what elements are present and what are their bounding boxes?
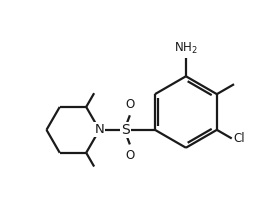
Text: S: S <box>122 123 130 137</box>
Text: O: O <box>125 149 135 162</box>
Text: NH$_2$: NH$_2$ <box>174 41 198 56</box>
Text: N: N <box>94 123 104 136</box>
Text: Cl: Cl <box>233 132 245 145</box>
Text: O: O <box>125 97 135 111</box>
